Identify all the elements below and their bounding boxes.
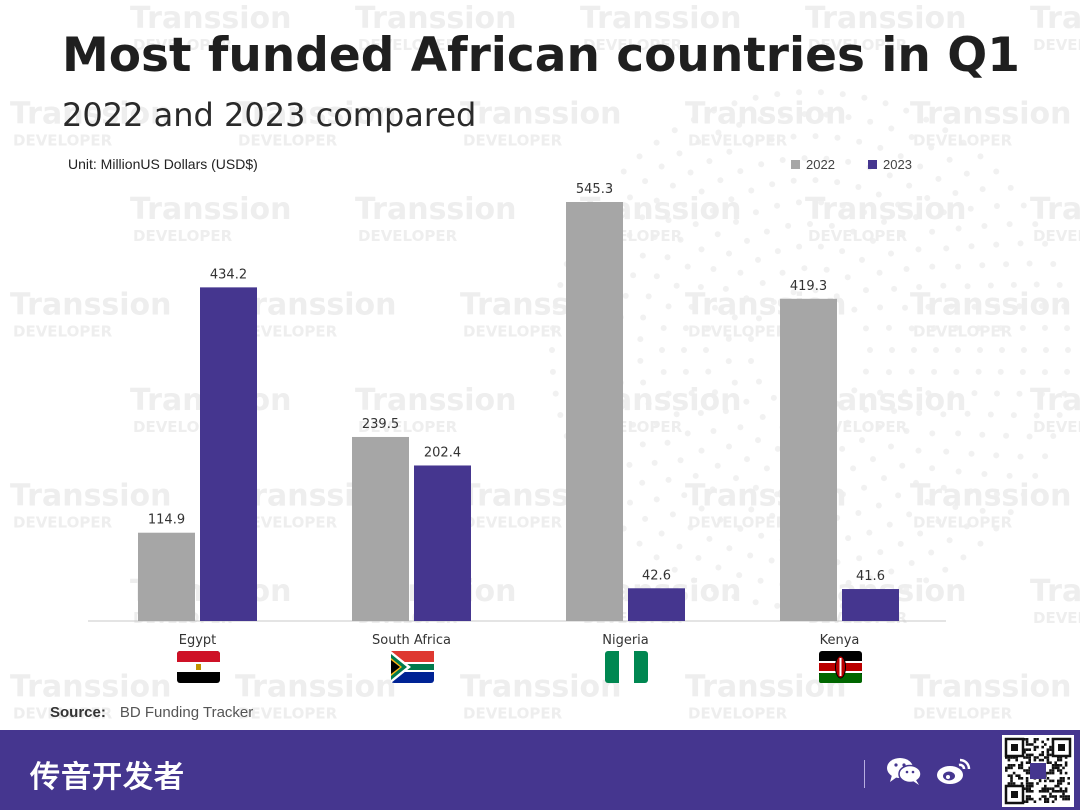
data-label: 434.2: [210, 267, 247, 282]
footer-divider: [864, 760, 865, 788]
egypt-flag-icon: [177, 651, 220, 683]
legend-label-2023: 2023: [883, 157, 912, 172]
nigeria-flag-icon: [605, 651, 648, 683]
bar-chart: 114.9 434.2 Egypt 239.5 202.4 South Africa 545…: [88, 182, 946, 683]
chart-subtitle: 2022 and 2023 compared: [62, 96, 477, 134]
category-label: South Africa: [372, 633, 451, 648]
chart-title: Most funded African countries in Q1: [62, 28, 1020, 83]
legend-label-2022: 2022: [806, 157, 835, 172]
brand-name: 传音开发者: [30, 760, 185, 795]
data-label: 419.3: [790, 279, 827, 294]
bar-egypt-2023: [200, 287, 257, 621]
bar-kenya-2023: [842, 589, 899, 621]
data-label: 114.9: [148, 513, 185, 528]
category-label: Nigeria: [602, 633, 649, 648]
footer-bar: 传音开发者: [0, 730, 1080, 810]
source-line: Source: BD Funding Tracker: [50, 704, 253, 721]
wechat-icon[interactable]: [886, 756, 922, 786]
category-label: Egypt: [179, 633, 217, 648]
legend-swatch-2022: [791, 160, 800, 169]
bar-nigeria-2022: [566, 202, 623, 621]
data-label: 239.5: [362, 417, 399, 432]
bar-nigeria-2023: [628, 588, 685, 621]
data-label: 41.6: [856, 569, 885, 584]
category-label: Kenya: [820, 633, 860, 648]
legend-item-2022: 2022: [791, 157, 835, 172]
source-label: Source:: [50, 704, 106, 721]
unit-label: Unit: MillionUS Dollars (USD$): [68, 156, 258, 172]
data-label: 545.3: [576, 182, 613, 197]
bar-kenya-2022: [780, 298, 837, 621]
bar-south-africa-2023: [414, 465, 471, 621]
south-africa-flag-icon: [391, 651, 434, 683]
kenya-flag-icon: [819, 651, 862, 683]
legend-item-2023: 2023: [868, 157, 912, 172]
legend-swatch-2023: [868, 160, 877, 169]
weibo-icon[interactable]: [936, 756, 972, 786]
data-label: 202.4: [424, 445, 461, 460]
source-value: BD Funding Tracker: [119, 704, 254, 721]
bar-south-africa-2022: [352, 436, 409, 621]
qr-code-icon[interactable]: [1002, 735, 1074, 807]
data-label: 42.6: [642, 568, 671, 583]
bar-egypt-2022: [138, 532, 195, 621]
